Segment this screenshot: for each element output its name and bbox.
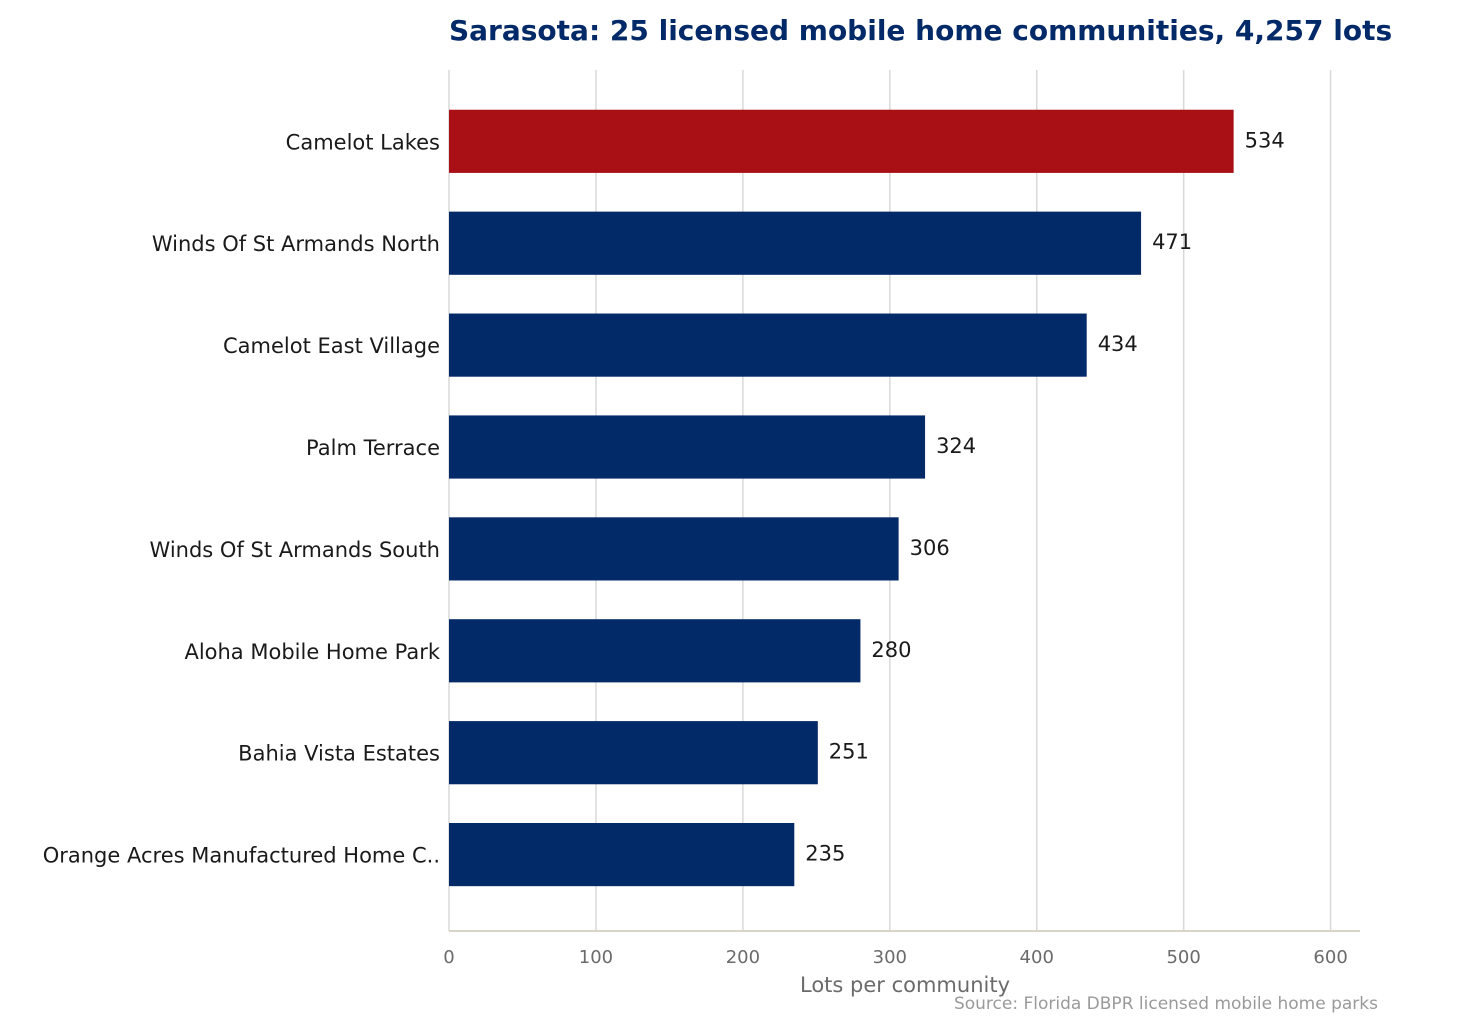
bars <box>449 109 1234 887</box>
value-labels: 534 471 434 324 306 280 251 235 <box>805 128 1284 865</box>
x-tick-label: 300 <box>873 947 907 968</box>
value-label: 306 <box>910 536 950 560</box>
bar <box>449 721 818 785</box>
value-label: 324 <box>936 434 976 458</box>
bar <box>449 822 795 887</box>
bar <box>449 109 1234 173</box>
category-label: Palm Terrace <box>306 436 440 460</box>
category-label: Winds Of St Armands North <box>152 232 440 256</box>
x-tick-label: 600 <box>1313 947 1347 968</box>
x-tick-label: 100 <box>579 947 613 968</box>
value-label: 235 <box>805 842 845 866</box>
category-label: Aloha Mobile Home Park <box>184 640 440 664</box>
category-label: Bahia Vista Estates <box>238 742 440 766</box>
x-tick-labels: 0 100 200 300 400 500 600 <box>443 947 1348 968</box>
category-label: Orange Acres Manufactured Home C.. <box>43 844 440 868</box>
x-tick-label: 400 <box>1020 947 1054 968</box>
bar <box>449 415 926 479</box>
source-note: Source: Florida DBPR licensed mobile hom… <box>954 994 1378 1014</box>
chart-title: Sarasota: 25 licensed mobile home commun… <box>449 14 1392 47</box>
category-label: Camelot Lakes <box>286 130 440 154</box>
x-axis-title: Lots per community <box>800 973 1010 997</box>
x-tick-label: 0 <box>443 947 454 968</box>
value-label: 434 <box>1098 332 1138 356</box>
grid <box>448 70 1332 931</box>
bar <box>449 211 1142 275</box>
x-tick-label: 500 <box>1166 947 1200 968</box>
x-tick-label: 200 <box>726 947 760 968</box>
category-labels: Camelot Lakes Winds Of St Armands North Ca… <box>43 130 441 867</box>
bar <box>449 619 861 683</box>
value-label: 280 <box>871 638 911 662</box>
value-label: 251 <box>829 740 869 764</box>
bar <box>449 517 899 581</box>
value-label: 534 <box>1245 128 1285 152</box>
value-label: 471 <box>1152 230 1192 254</box>
bar <box>449 313 1087 377</box>
category-label: Camelot East Village <box>223 334 440 358</box>
category-label: Winds Of St Armands South <box>150 538 440 562</box>
